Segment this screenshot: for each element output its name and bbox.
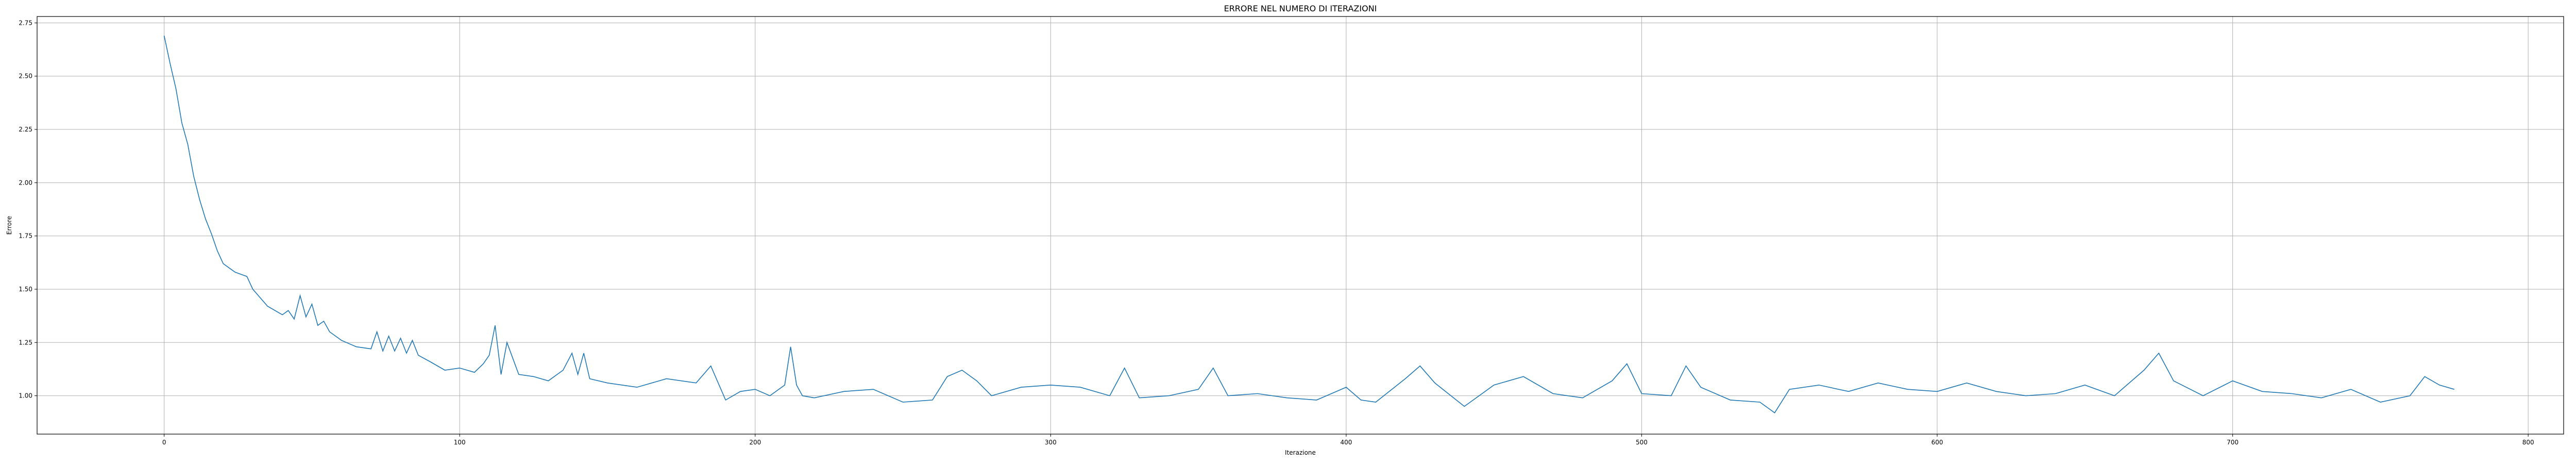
y-tick-label: 2.50 <box>19 73 32 80</box>
x-tick-label: 500 <box>1636 439 1648 446</box>
x-tick-label: 100 <box>454 439 466 446</box>
chart-title: ERRORE NEL NUMERO DI ITERAZIONI <box>1224 4 1377 13</box>
x-tick-label: 600 <box>1931 439 1943 446</box>
y-tick-label: 1.00 <box>19 392 32 400</box>
y-tick-label: 1.75 <box>19 233 32 240</box>
y-tick-label: 2.75 <box>19 19 32 26</box>
y-tick-label: 2.25 <box>19 126 32 133</box>
x-tick-label: 800 <box>2522 439 2534 446</box>
x-tick-label: 400 <box>1340 439 1352 446</box>
grid <box>37 16 2564 434</box>
x-tick-label: 700 <box>2227 439 2239 446</box>
y-tick-label: 1.25 <box>19 339 32 346</box>
x-axis-label: Iterazione <box>1285 449 1316 456</box>
x-tick-label: 200 <box>749 439 761 446</box>
series-layer <box>163 36 2455 413</box>
x-tick-label: 300 <box>1045 439 1057 446</box>
series-line <box>163 36 2455 413</box>
ticks: 0 100 200 300 400 500 600 700 800 1.00 1.25 1.50 1.7… <box>19 19 2534 446</box>
x-tick-label: 0 <box>162 439 166 446</box>
y-axis-label: Errore <box>6 216 13 235</box>
y-tick-label: 2.00 <box>19 179 32 186</box>
y-tick-label: 1.50 <box>19 286 32 293</box>
plot-frame <box>37 16 2564 435</box>
